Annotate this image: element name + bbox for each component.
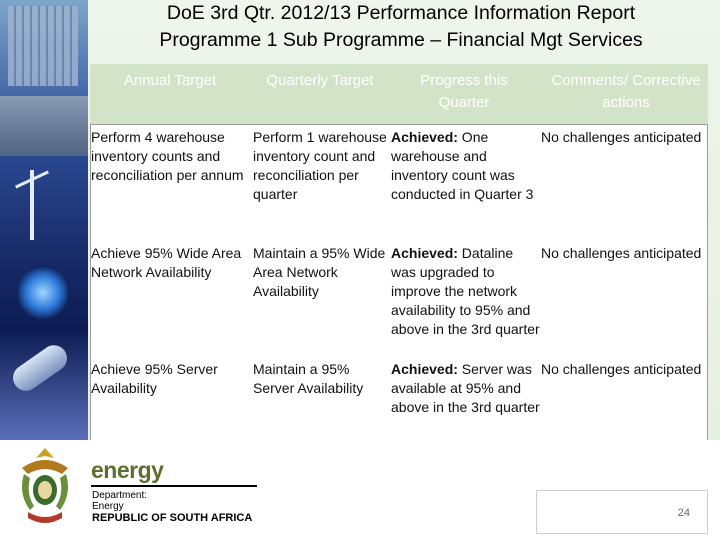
row1-progress: Achieved: One warehouse and inventory co… [391,128,541,204]
row2-annual-target: Achieve 95% Wide Area Network Availabili… [91,245,242,280]
table-header-row: Annual Target Quarterly Target Progress … [90,64,708,124]
logo-divider [91,485,257,487]
wind-turbine-image [30,170,34,240]
title-line-1: DoE 3rd Qtr. 2012/13 Performance Informa… [166,2,636,24]
solar-panel-image [8,6,78,86]
row1-progress-text: One warehouse and inventory count was co… [391,129,534,202]
fuel-rod-image [7,340,73,396]
title-line-2: Programme 1 Sub Programme – Financial Mg… [159,29,643,51]
header-progress: Progress this Quarter [420,72,508,111]
page-number: 24 [677,507,690,519]
energy-logo-word: energy [91,457,164,483]
department-line-2: Energy [92,501,124,512]
row1-comment: No challenges anticipated [541,129,702,145]
coat-of-arms-icon [22,448,68,523]
page-number-box [536,490,708,534]
row3-progress-text: Server was available at 95% and above in… [391,361,540,415]
header-comments: Comments/ Corrective actions [551,72,701,111]
row2-quarterly-target: Maintain a 95% Wide Area Network Availab… [253,245,386,299]
department-label: Department: Energy [92,490,147,512]
row3-annual-target: Achieve 95% Server Availability [91,361,218,396]
row1-annual-target: Perform 4 warehouse inventory counts and… [91,129,244,183]
row1-quarterly-target: Perform 1 warehouse inventory count and … [253,129,387,202]
country-label: REPUBLIC OF SOUTH AFRICA [92,512,253,524]
row1-achieved-label: Achieved: [391,129,458,145]
department-line-1: Department: [92,490,148,501]
row3-comment: No challenges anticipated [541,361,702,377]
row3-achieved-label: Achieved: [391,361,458,377]
header-quarterly-target: Quarterly Target [266,72,374,89]
row2-progress: Achieved: Dataline was upgraded to impro… [391,244,541,339]
row3-progress: Achieved: Server was available at 95% an… [391,360,541,417]
row2-achieved-label: Achieved: [391,245,458,261]
slide-title: DoE 3rd Qtr. 2012/13 Performance Informa… [96,0,706,54]
gas-flame-image [18,265,68,320]
pipeline-image [0,96,88,156]
row2-progress-text: Dataline was upgraded to improve the net… [391,245,540,337]
row3-quarterly-target: Maintain a 95% Server Availability [253,361,364,396]
row2-comment: No challenges anticipated [541,245,702,261]
energy-photo-strip [0,0,88,440]
header-annual-target: Annual Target [123,72,217,89]
